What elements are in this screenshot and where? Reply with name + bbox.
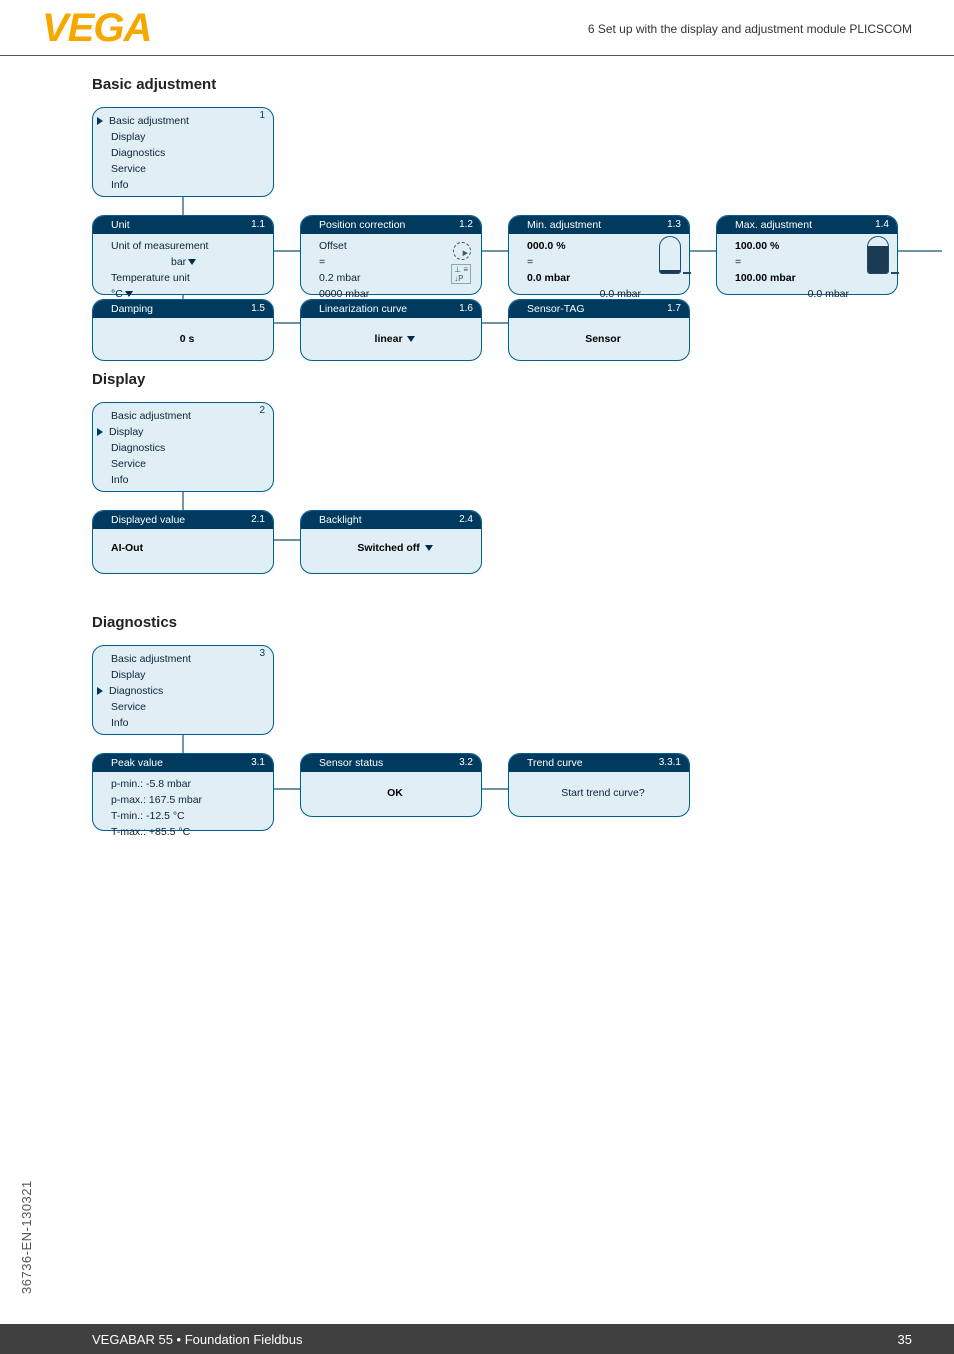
chevron-down-icon bbox=[125, 291, 133, 297]
logo-g: G bbox=[93, 6, 123, 51]
unit-of-measurement-label: Unit of measurement bbox=[111, 238, 263, 254]
sensor-tag-value[interactable]: Sensor bbox=[527, 322, 679, 347]
card-damping: Damping1.5 0 s bbox=[92, 299, 274, 361]
menu-item-basic[interactable]: Basic adjustment bbox=[111, 651, 263, 667]
card-unit: Unit1.1 Unit of measurement bar Temperat… bbox=[92, 215, 274, 295]
menu-item-info[interactable]: Info bbox=[111, 715, 263, 731]
heading-basic: Basic adjustment bbox=[92, 76, 912, 93]
chevron-down-icon bbox=[425, 545, 433, 551]
p-label-icon: ⊥ ≡↓P bbox=[451, 264, 471, 284]
damping-value[interactable]: 0 s bbox=[111, 322, 263, 347]
card-max-adjustment: Max. adjustment1.4 100.00 % = 100.00 mba… bbox=[716, 215, 898, 295]
tank-connector bbox=[683, 272, 691, 274]
card-position-correction: Position correction1.2 Offset = 0.2 mbar… bbox=[300, 215, 482, 295]
menu-item-diagnostics[interactable]: Diagnostics bbox=[111, 145, 263, 161]
sensor-status-value: OK bbox=[319, 776, 471, 801]
card-backlight: Backlight2.4 Switched off bbox=[300, 510, 482, 574]
heading-diagnostics: Diagnostics bbox=[92, 614, 912, 631]
card-sensor-tag: Sensor-TAG1.7 Sensor bbox=[508, 299, 690, 361]
diagram-display: 2 Basic adjustment Display Diagnostics S… bbox=[92, 398, 912, 588]
page-footer: VEGABAR 55 • Foundation Fieldbus 35 bbox=[0, 1324, 954, 1354]
temperature-unit-label: Temperature unit bbox=[111, 270, 263, 286]
diagram-diagnostics: 3 Basic adjustment Display Diagnostics S… bbox=[92, 641, 912, 841]
menu-display-num: 2 bbox=[259, 405, 265, 416]
unit-of-measurement-value[interactable]: bar bbox=[111, 254, 263, 270]
card-linearization: Linearization curve1.6 linear bbox=[300, 299, 482, 361]
chevron-down-icon bbox=[188, 259, 196, 265]
card-displayed-value: Displayed value2.1 AI-Out bbox=[92, 510, 274, 574]
trend-curve-prompt[interactable]: Start trend curve? bbox=[527, 776, 679, 801]
menu-diag-num: 3 bbox=[259, 648, 265, 659]
backlight-value[interactable]: Switched off bbox=[319, 533, 471, 556]
menu-item-info[interactable]: Info bbox=[111, 177, 263, 193]
displayed-value[interactable]: AI-Out bbox=[111, 533, 263, 556]
header-chapter: 6 Set up with the display and adjustment… bbox=[588, 22, 912, 36]
menu-item-display[interactable]: Display bbox=[111, 667, 263, 683]
footer-title: VEGABAR 55 • Foundation Fieldbus bbox=[92, 1332, 303, 1347]
card-min-adjustment: Min. adjustment1.3 000.0 % = 0.0 mbar 0.… bbox=[508, 215, 690, 295]
card-trend-curve: Trend curve3.3.1 Start trend curve? bbox=[508, 753, 690, 817]
menu-item-display[interactable]: Display bbox=[111, 129, 263, 145]
vega-logo: VE G A bbox=[42, 6, 151, 51]
dial-icon bbox=[453, 242, 471, 260]
menu-diagnostics: 3 Basic adjustment Display Diagnostics S… bbox=[92, 645, 274, 735]
footer-page-number: 35 bbox=[898, 1332, 912, 1347]
tank-connector bbox=[891, 272, 899, 274]
tank-icon bbox=[659, 236, 681, 274]
tank-icon bbox=[867, 236, 889, 274]
menu-display: 2 Basic adjustment Display Diagnostics S… bbox=[92, 402, 274, 492]
menu-item-diagnostics[interactable]: Diagnostics bbox=[111, 683, 263, 699]
menu-item-service[interactable]: Service bbox=[111, 161, 263, 177]
page-header: VE G A 6 Set up with the display and adj… bbox=[0, 0, 954, 56]
logo-left: VE bbox=[42, 6, 93, 51]
menu-basic-num: 1 bbox=[259, 110, 265, 121]
menu-item-info[interactable]: Info bbox=[111, 472, 263, 488]
menu-item-service[interactable]: Service bbox=[111, 699, 263, 715]
menu-item-basic[interactable]: Basic adjustment bbox=[111, 408, 263, 424]
diagram-basic: 1 Basic adjustment Display Diagnostics S… bbox=[92, 103, 912, 353]
menu-basic: 1 Basic adjustment Display Diagnostics S… bbox=[92, 107, 274, 197]
menu-item-diagnostics[interactable]: Diagnostics bbox=[111, 440, 263, 456]
menu-item-basic[interactable]: Basic adjustment bbox=[111, 113, 263, 129]
card-sensor-status: Sensor status3.2 OK bbox=[300, 753, 482, 817]
chevron-down-icon bbox=[407, 336, 415, 342]
linearization-value[interactable]: linear bbox=[319, 322, 471, 347]
heading-display: Display bbox=[92, 371, 912, 388]
menu-item-display[interactable]: Display bbox=[111, 424, 263, 440]
logo-right: A bbox=[123, 6, 151, 51]
card-peak-value: Peak value3.1 p-min.: -5.8 mbar p-max.: … bbox=[92, 753, 274, 831]
document-code: 36736-EN-130321 bbox=[19, 1180, 34, 1294]
menu-item-service[interactable]: Service bbox=[111, 456, 263, 472]
